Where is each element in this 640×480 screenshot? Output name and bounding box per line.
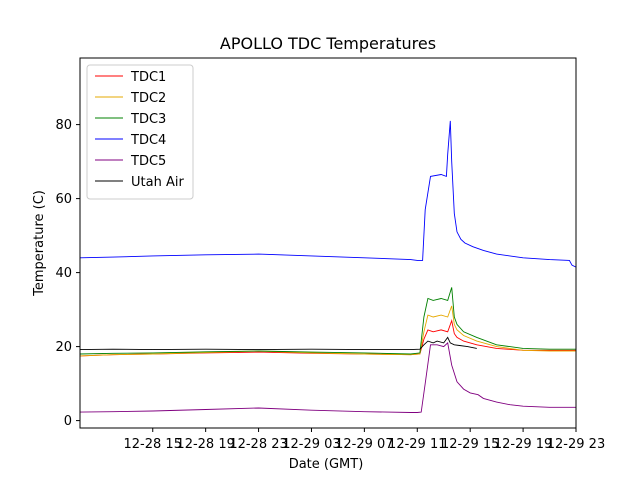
series-line-tdc5 [79, 342, 576, 413]
legend-box [86, 64, 194, 200]
plot-frame [79, 57, 577, 429]
legend-label-utah-air: Utah Air [131, 175, 184, 190]
x-tick-label: 12-28 23 [229, 437, 287, 452]
series-line-tdc4 [79, 120, 577, 268]
x-tick-label: 12-29 07 [335, 437, 393, 452]
chart-title: APOLLO TDC Temperatures [220, 34, 436, 53]
y-tick-label: 80 [55, 118, 72, 133]
x-tick-label: 12-29 19 [494, 437, 552, 452]
x-tick-label: 12-28 15 [124, 437, 182, 452]
legend-label-tdc1: TDC1 [130, 70, 166, 85]
legend-label-tdc4: TDC4 [130, 133, 166, 148]
x-tick-label: 12-29 03 [282, 437, 340, 452]
x-tick-label: 12-28 19 [176, 437, 234, 452]
legend-label-tdc2: TDC2 [130, 91, 166, 106]
x-tick-label: 12-29 15 [441, 437, 499, 452]
y-tick-label: 20 [55, 340, 72, 355]
y-tick-label: 0 [64, 414, 72, 429]
x-tick-label: 12-29 11 [388, 437, 446, 452]
y-tick-label: 40 [55, 266, 72, 281]
y-axis-label: Temperature (C) [32, 190, 47, 297]
legend-label-tdc3: TDC3 [130, 112, 166, 127]
y-axis: 0 20 40 60 80 [55, 118, 80, 429]
legend-label-tdc5: TDC5 [130, 154, 166, 169]
legend: TDC1 TDC2 TDC3 TDC4 TDC5 Utah Air [86, 64, 194, 200]
series-line-tdc1 [79, 319, 576, 357]
series-line-tdc3 [79, 287, 576, 355]
x-axis-label: Date (GMT) [289, 457, 364, 472]
x-tick-label: 12-29 23 [547, 437, 605, 452]
y-tick-label: 60 [55, 192, 72, 207]
series-line-utah-air [79, 336, 477, 351]
series-layer [79, 120, 577, 413]
